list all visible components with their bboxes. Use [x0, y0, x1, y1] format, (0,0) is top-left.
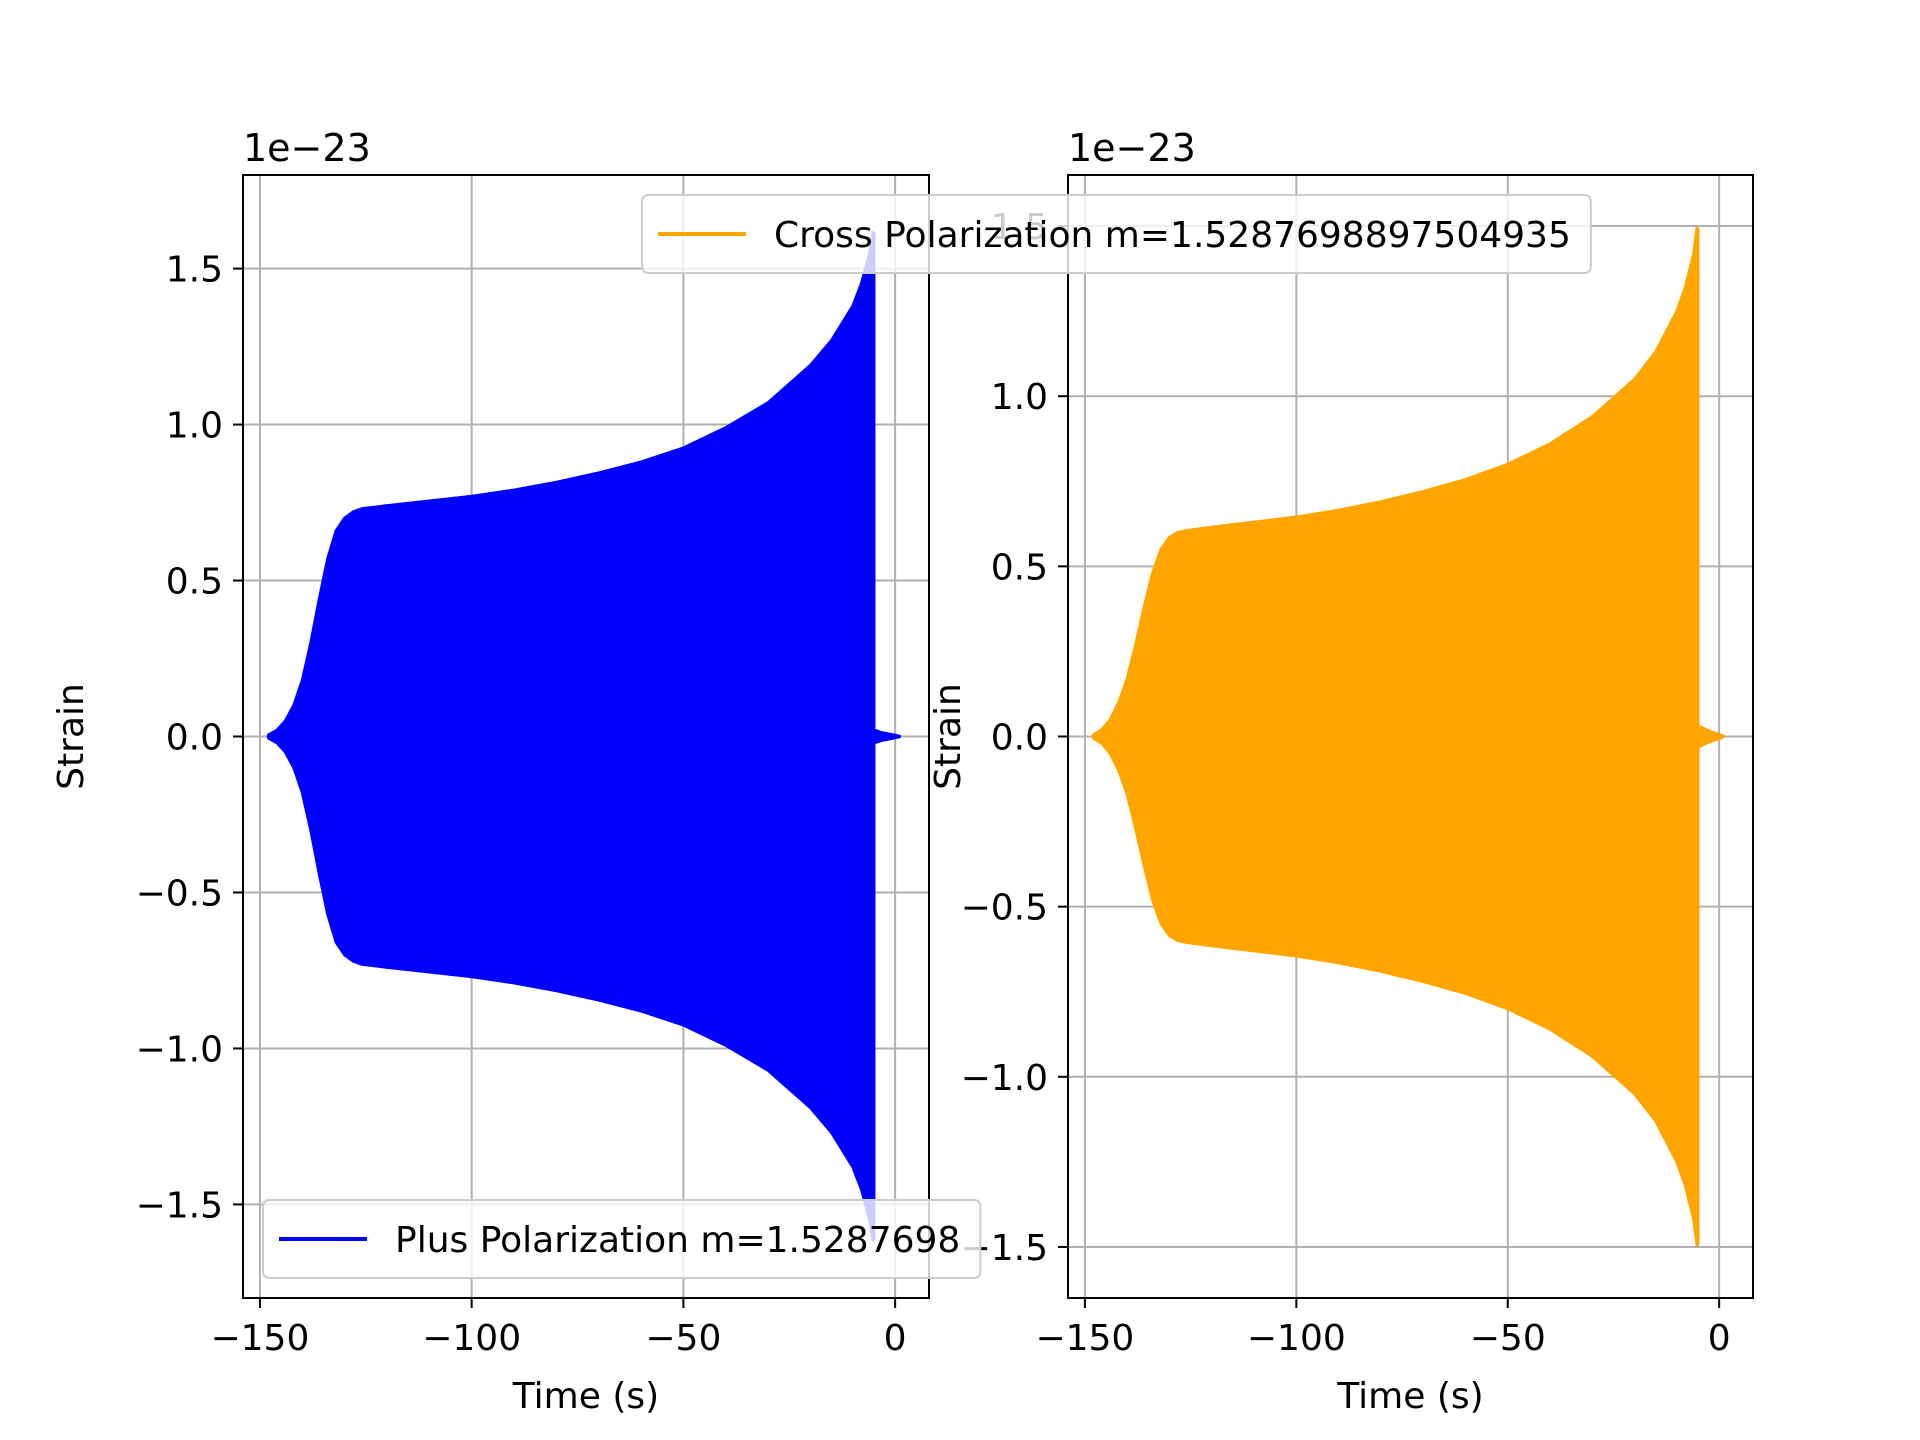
right-data	[1091, 226, 1725, 1247]
y-tick-label: 0.0	[991, 718, 1048, 759]
y-tick-label: −1.5	[136, 1185, 223, 1226]
legend-label: Plus Polarization m=1.5287698	[395, 1220, 960, 1261]
x-tick-label: −50	[1470, 1318, 1546, 1359]
right-x-axis-label: Time (s)	[1336, 1376, 1483, 1417]
x-tick-label: 0	[1708, 1318, 1731, 1359]
left-data	[266, 231, 901, 1242]
legend-box	[641, 194, 1592, 274]
y-tick-label: 0.5	[991, 547, 1048, 588]
left-y-axis-label: Strain	[51, 683, 92, 790]
plus-polarization-legend: Plus Polarization m=1.5287698	[262, 1199, 982, 1279]
y-tick-label: −0.5	[961, 888, 1048, 929]
y-tick-label: 0.5	[166, 562, 223, 603]
y-tick-label: 1.0	[166, 406, 223, 447]
y-tick-label: −1.0	[136, 1029, 223, 1070]
x-tick-label: −100	[422, 1318, 521, 1359]
y-tick-label: 0.0	[166, 718, 223, 759]
cross-polarization-tail	[1697, 723, 1725, 750]
y-tick-label: −0.5	[136, 873, 223, 914]
x-tick-label: −50	[645, 1318, 721, 1359]
plus-polarization-tail	[873, 728, 901, 745]
left-x-axis-label: Time (s)	[512, 1376, 659, 1417]
cross-polarization-legend: Cross Polarization m=1.5287698897504935	[641, 194, 1592, 274]
x-tick-label: −100	[1247, 1318, 1346, 1359]
y-tick-label: 1.5	[166, 250, 223, 291]
y-tick-label: 1.0	[991, 377, 1048, 418]
right-x-ticks: −150 −100 −50 0	[1035, 1298, 1731, 1359]
x-tick-label: 0	[884, 1318, 907, 1359]
right-y-offset-label: 1e−23	[1068, 126, 1196, 170]
legend-label: Cross Polarization m=1.5287698897504935	[774, 215, 1571, 256]
left-y-ticks: −1.5 −1.0 −0.5 0.0 0.5 1.0 1.5	[136, 250, 243, 1226]
left-x-ticks: −150 −100 −50 0	[210, 1298, 907, 1359]
y-tick-label: −1.0	[961, 1058, 1048, 1099]
x-tick-label: −150	[210, 1318, 309, 1359]
legend-box	[262, 1199, 982, 1279]
right-y-axis-label: Strain	[928, 683, 969, 790]
x-tick-label: −150	[1035, 1318, 1134, 1359]
left-y-offset-label: 1e−23	[243, 126, 371, 170]
cross-polarization-subplot: −150−100−500 −1.5−1.0−0.50.00.51.01.5 1e…	[928, 126, 1754, 1417]
